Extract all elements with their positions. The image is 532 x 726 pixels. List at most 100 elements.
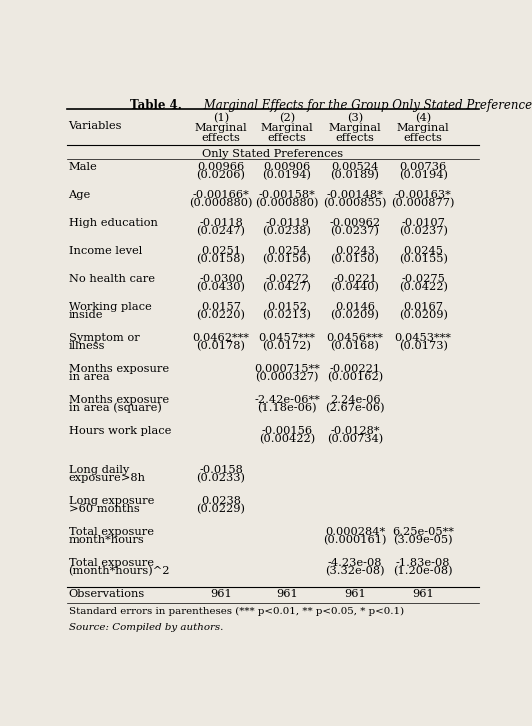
Text: 0.000715**: 0.000715** — [254, 364, 320, 375]
Text: -0.00163*: -0.00163* — [395, 190, 452, 200]
Text: (0.000880): (0.000880) — [189, 197, 253, 208]
Text: 961: 961 — [344, 589, 366, 599]
Text: (0.000161): (0.000161) — [323, 535, 387, 545]
Text: -0.0128*: -0.0128* — [330, 426, 380, 436]
Text: 2.24e-06: 2.24e-06 — [330, 395, 380, 405]
Text: Standard errors in parentheses (*** p<0.01, ** p<0.05, * p<0.1): Standard errors in parentheses (*** p<0.… — [69, 607, 404, 616]
Text: 0.0453***: 0.0453*** — [395, 333, 452, 343]
Text: -2.42e-06**: -2.42e-06** — [254, 395, 320, 405]
Text: (0.0229): (0.0229) — [197, 504, 246, 514]
Text: (0.0427): (0.0427) — [263, 282, 312, 293]
Text: (0.00734): (0.00734) — [327, 433, 383, 444]
Text: 0.0245: 0.0245 — [403, 246, 443, 256]
Text: No health care: No health care — [69, 274, 155, 285]
Text: (3): (3) — [347, 113, 363, 123]
Text: Working place: Working place — [69, 303, 151, 312]
Text: (0.000880): (0.000880) — [255, 197, 319, 208]
Text: Marginal Effects for the Group Only Stated Preferences: Marginal Effects for the Group Only Stat… — [201, 99, 532, 113]
Text: >60 months: >60 months — [69, 504, 139, 514]
Text: (2.67e-06): (2.67e-06) — [325, 403, 385, 413]
Text: 6.25e-05**: 6.25e-05** — [392, 527, 454, 537]
Text: (0.0422): (0.0422) — [398, 282, 447, 293]
Text: -0.00962: -0.00962 — [329, 219, 381, 228]
Text: (0.0220): (0.0220) — [197, 310, 246, 320]
Text: Source: Compiled by authors.: Source: Compiled by authors. — [69, 623, 223, 632]
Text: effects: effects — [404, 133, 443, 143]
Text: effects: effects — [202, 133, 240, 143]
Text: 0.0243: 0.0243 — [335, 246, 375, 256]
Text: (0.0194): (0.0194) — [263, 170, 312, 180]
Text: 961: 961 — [412, 589, 434, 599]
Text: 0.0462***: 0.0462*** — [193, 333, 250, 343]
Text: -0.00156: -0.00156 — [262, 426, 313, 436]
Text: Months exposure: Months exposure — [69, 395, 169, 405]
Text: (3.09e-05): (3.09e-05) — [393, 535, 453, 545]
Text: (0.0213): (0.0213) — [263, 310, 312, 320]
Text: Age: Age — [69, 190, 91, 200]
Text: (0.000855): (0.000855) — [323, 197, 387, 208]
Text: effects: effects — [336, 133, 375, 143]
Text: -0.0107: -0.0107 — [401, 219, 445, 228]
Text: (0.0247): (0.0247) — [197, 226, 246, 236]
Text: Marginal: Marginal — [397, 123, 450, 134]
Text: -1.83e-08: -1.83e-08 — [396, 558, 451, 568]
Text: Marginal: Marginal — [261, 123, 313, 134]
Text: Hours work place: Hours work place — [69, 426, 171, 436]
Text: (0.0440): (0.0440) — [330, 282, 380, 293]
Text: -0.0118: -0.0118 — [199, 219, 243, 228]
Text: in area: in area — [69, 372, 109, 382]
Text: Months exposure: Months exposure — [69, 364, 169, 375]
Text: (0.0178): (0.0178) — [197, 341, 246, 351]
Text: in area (square): in area (square) — [69, 403, 161, 413]
Text: -4.23e-08: -4.23e-08 — [328, 558, 383, 568]
Text: Male: Male — [69, 162, 97, 172]
Text: Marginal: Marginal — [195, 123, 247, 134]
Text: (0.0237): (0.0237) — [398, 226, 447, 236]
Text: (0.0238): (0.0238) — [263, 226, 312, 236]
Text: (0.0206): (0.0206) — [197, 170, 246, 180]
Text: -0.00166*: -0.00166* — [193, 190, 250, 200]
Text: Income level: Income level — [69, 246, 142, 256]
Text: Table 4.: Table 4. — [130, 99, 182, 113]
Text: 0.0152: 0.0152 — [267, 303, 307, 312]
Text: -0.0275: -0.0275 — [401, 274, 445, 285]
Text: -0.00221: -0.00221 — [329, 364, 381, 375]
Text: 0.0254: 0.0254 — [267, 246, 307, 256]
Text: month*hours: month*hours — [69, 535, 144, 544]
Text: inside: inside — [69, 310, 103, 320]
Text: -0.0300: -0.0300 — [199, 274, 243, 285]
Text: 0.0146: 0.0146 — [335, 303, 375, 312]
Text: (2): (2) — [279, 113, 295, 123]
Text: (0.000327): (0.000327) — [255, 372, 319, 382]
Text: Long daily: Long daily — [69, 465, 129, 476]
Text: (0.0237): (0.0237) — [330, 226, 380, 236]
Text: Total exposure: Total exposure — [69, 558, 154, 568]
Text: -0.00148*: -0.00148* — [327, 190, 384, 200]
Text: -0.0158: -0.0158 — [199, 465, 243, 476]
Text: -0.0272: -0.0272 — [265, 274, 309, 285]
Text: 0.00966: 0.00966 — [197, 162, 245, 172]
Text: (0.00162): (0.00162) — [327, 372, 383, 382]
Text: (3.32e-08): (3.32e-08) — [325, 566, 385, 576]
Text: (0.0209): (0.0209) — [330, 310, 380, 320]
Text: (0.0209): (0.0209) — [398, 310, 447, 320]
Text: -0.0119: -0.0119 — [265, 219, 309, 228]
Text: 0.00736: 0.00736 — [400, 162, 447, 172]
Text: 961: 961 — [210, 589, 232, 599]
Text: (0.000877): (0.000877) — [392, 197, 455, 208]
Text: 0.00524: 0.00524 — [331, 162, 379, 172]
Text: Only Stated Preferences: Only Stated Preferences — [202, 149, 343, 158]
Text: (0.0194): (0.0194) — [398, 170, 447, 180]
Text: 0.0167: 0.0167 — [403, 303, 443, 312]
Text: High education: High education — [69, 219, 157, 228]
Text: effects: effects — [268, 133, 306, 143]
Text: 0.0457***: 0.0457*** — [259, 333, 315, 343]
Text: (0.0155): (0.0155) — [398, 254, 447, 264]
Text: (month*hours)^2: (month*hours)^2 — [69, 566, 170, 576]
Text: (0.0156): (0.0156) — [263, 254, 312, 264]
Text: -0.00158*: -0.00158* — [259, 190, 315, 200]
Text: (0.0189): (0.0189) — [330, 170, 380, 180]
Text: (1.20e-08): (1.20e-08) — [393, 566, 453, 576]
Text: 0.000284*: 0.000284* — [325, 527, 385, 537]
Text: (0.0430): (0.0430) — [197, 282, 246, 293]
